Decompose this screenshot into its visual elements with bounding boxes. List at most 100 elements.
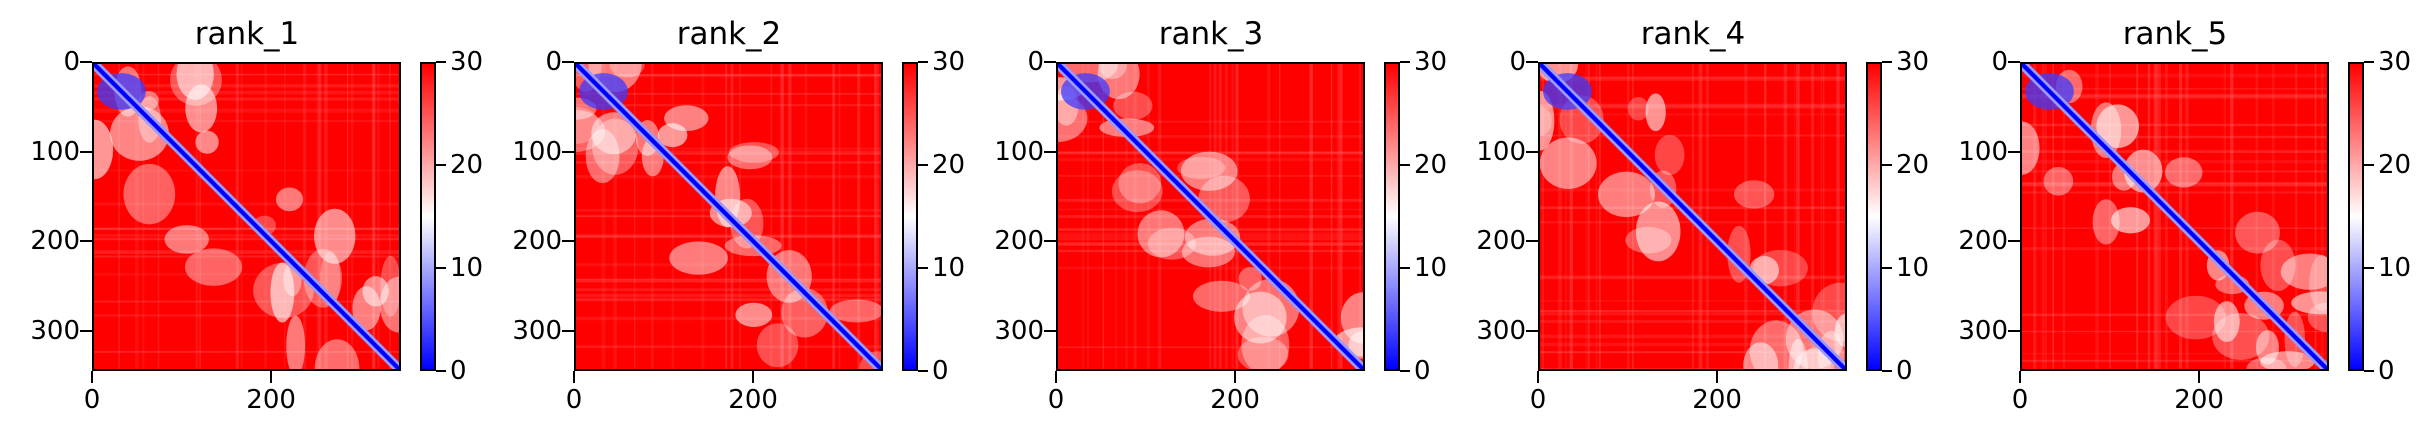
colorbar-tick-label: 30 bbox=[450, 47, 484, 77]
x-tick bbox=[2019, 371, 2021, 383]
x-tick bbox=[752, 371, 755, 383]
x-tick bbox=[1716, 371, 1719, 383]
y-tick-label: 200 bbox=[1958, 226, 2008, 257]
colorbar-tick bbox=[436, 267, 446, 269]
colorbar bbox=[1866, 62, 1882, 371]
y-tick-label: 300 bbox=[512, 315, 562, 346]
colorbar-tick bbox=[1882, 267, 1892, 269]
x-tick bbox=[91, 371, 93, 383]
colorbar-tick bbox=[918, 370, 928, 372]
colorbar-tick-label: 10 bbox=[450, 253, 484, 283]
y-tick bbox=[562, 329, 574, 332]
colorbar bbox=[420, 62, 436, 371]
y-tick bbox=[2008, 61, 2020, 63]
heatmap-image bbox=[1058, 64, 1363, 369]
y-tick-label: 300 bbox=[1958, 315, 2008, 346]
heatmap-area bbox=[92, 62, 401, 371]
heatmap-image bbox=[2022, 64, 2327, 369]
x-tick-label: 200 bbox=[1692, 385, 1742, 415]
colorbar-tick bbox=[2364, 370, 2374, 372]
x-tick-label: 0 bbox=[1529, 385, 1547, 415]
x-tick bbox=[2198, 371, 2201, 383]
colorbar-tick-label: 10 bbox=[1896, 253, 1930, 283]
heatmap-area bbox=[2020, 62, 2329, 371]
y-tick-label: 200 bbox=[994, 226, 1044, 257]
x-tick-label: 200 bbox=[2174, 385, 2224, 415]
colorbar-tick-label: 10 bbox=[932, 253, 966, 283]
heatmap-panel: rank_5 0 100 200 300 0 200 0 10 20 30 bbox=[1928, 0, 2411, 438]
colorbar-tick bbox=[436, 164, 446, 166]
colorbar-tick bbox=[1882, 164, 1892, 166]
y-tick bbox=[2008, 240, 2020, 243]
y-tick bbox=[80, 329, 92, 332]
y-tick-label: 300 bbox=[994, 315, 1044, 346]
colorbar-tick-label: 30 bbox=[2378, 47, 2412, 77]
y-tick bbox=[1526, 240, 1538, 243]
y-tick bbox=[80, 240, 92, 243]
colorbar-tick-label: 10 bbox=[1414, 253, 1448, 283]
panel-title: rank_2 bbox=[676, 16, 782, 52]
y-tick bbox=[562, 61, 574, 63]
colorbar-tick-label: 0 bbox=[450, 356, 467, 386]
colorbar-tick-label: 20 bbox=[450, 150, 484, 180]
y-tick-label: 100 bbox=[512, 136, 562, 167]
x-tick-label: 0 bbox=[565, 385, 583, 415]
x-tick-label: 200 bbox=[1210, 385, 1260, 415]
colorbar-tick-label: 10 bbox=[2378, 253, 2412, 283]
colorbar-tick-label: 0 bbox=[932, 356, 949, 386]
y-tick bbox=[2008, 150, 2020, 153]
y-tick bbox=[1526, 150, 1538, 153]
colorbar-tick-label: 20 bbox=[1896, 150, 1930, 180]
colorbar-tick-label: 0 bbox=[1896, 356, 1913, 386]
heatmap-panel: rank_3 0 100 200 300 0 200 0 10 20 30 bbox=[964, 0, 1447, 438]
y-tick-label: 300 bbox=[30, 315, 80, 346]
y-tick bbox=[1526, 61, 1538, 63]
colorbar-tick bbox=[918, 61, 928, 63]
colorbar-tick bbox=[918, 267, 928, 269]
colorbar-tick-label: 30 bbox=[1414, 47, 1448, 77]
y-tick-label: 100 bbox=[1476, 136, 1526, 167]
y-tick-label: 200 bbox=[512, 226, 562, 257]
y-tick bbox=[562, 150, 574, 153]
colorbar-tick bbox=[436, 370, 446, 372]
y-tick bbox=[2008, 329, 2020, 332]
y-tick-label: 300 bbox=[1476, 315, 1526, 346]
panel-title: rank_5 bbox=[2122, 16, 2228, 52]
y-tick bbox=[80, 61, 92, 63]
y-tick bbox=[1044, 329, 1056, 332]
colorbar-tick bbox=[1400, 267, 1410, 269]
colorbar bbox=[902, 62, 918, 371]
colorbar-tick-label: 0 bbox=[2378, 356, 2395, 386]
y-tick-label: 0 bbox=[1027, 47, 1044, 77]
colorbar-tick-label: 20 bbox=[2378, 150, 2412, 180]
colorbar-tick-label: 30 bbox=[932, 47, 966, 77]
y-tick bbox=[1044, 150, 1056, 153]
colorbar bbox=[1384, 62, 1400, 371]
x-tick-label: 200 bbox=[728, 385, 778, 415]
heatmap-image bbox=[576, 64, 881, 369]
x-tick bbox=[1537, 371, 1539, 383]
y-tick-label: 0 bbox=[1991, 47, 2008, 77]
heatmap-area bbox=[1056, 62, 1365, 371]
panel-title: rank_1 bbox=[194, 16, 300, 52]
colorbar-tick bbox=[1400, 370, 1410, 372]
y-tick-label: 100 bbox=[1958, 136, 2008, 167]
colorbar-tick bbox=[1400, 164, 1410, 166]
x-tick-label: 200 bbox=[246, 385, 296, 415]
heatmap-panel: rank_4 0 100 200 300 0 200 0 10 20 30 bbox=[1446, 0, 1929, 438]
y-tick-label: 0 bbox=[63, 47, 80, 77]
heatmap-image bbox=[1540, 64, 1845, 369]
x-tick-label: 0 bbox=[83, 385, 101, 415]
panel-title: rank_4 bbox=[1640, 16, 1746, 52]
y-tick-label: 100 bbox=[994, 136, 1044, 167]
heatmap-panel: rank_1 0 100 200 300 0 200 0 10 20 30 bbox=[0, 0, 483, 438]
x-tick bbox=[573, 371, 575, 383]
colorbar-tick bbox=[2364, 267, 2374, 269]
y-tick-label: 0 bbox=[545, 47, 562, 77]
y-tick-label: 200 bbox=[30, 226, 80, 257]
colorbar-tick bbox=[1400, 61, 1410, 63]
y-tick-label: 200 bbox=[1476, 226, 1526, 257]
heatmap-panel: rank_2 0 100 200 300 0 200 0 10 20 30 bbox=[482, 0, 965, 438]
heatmap-image bbox=[94, 64, 399, 369]
